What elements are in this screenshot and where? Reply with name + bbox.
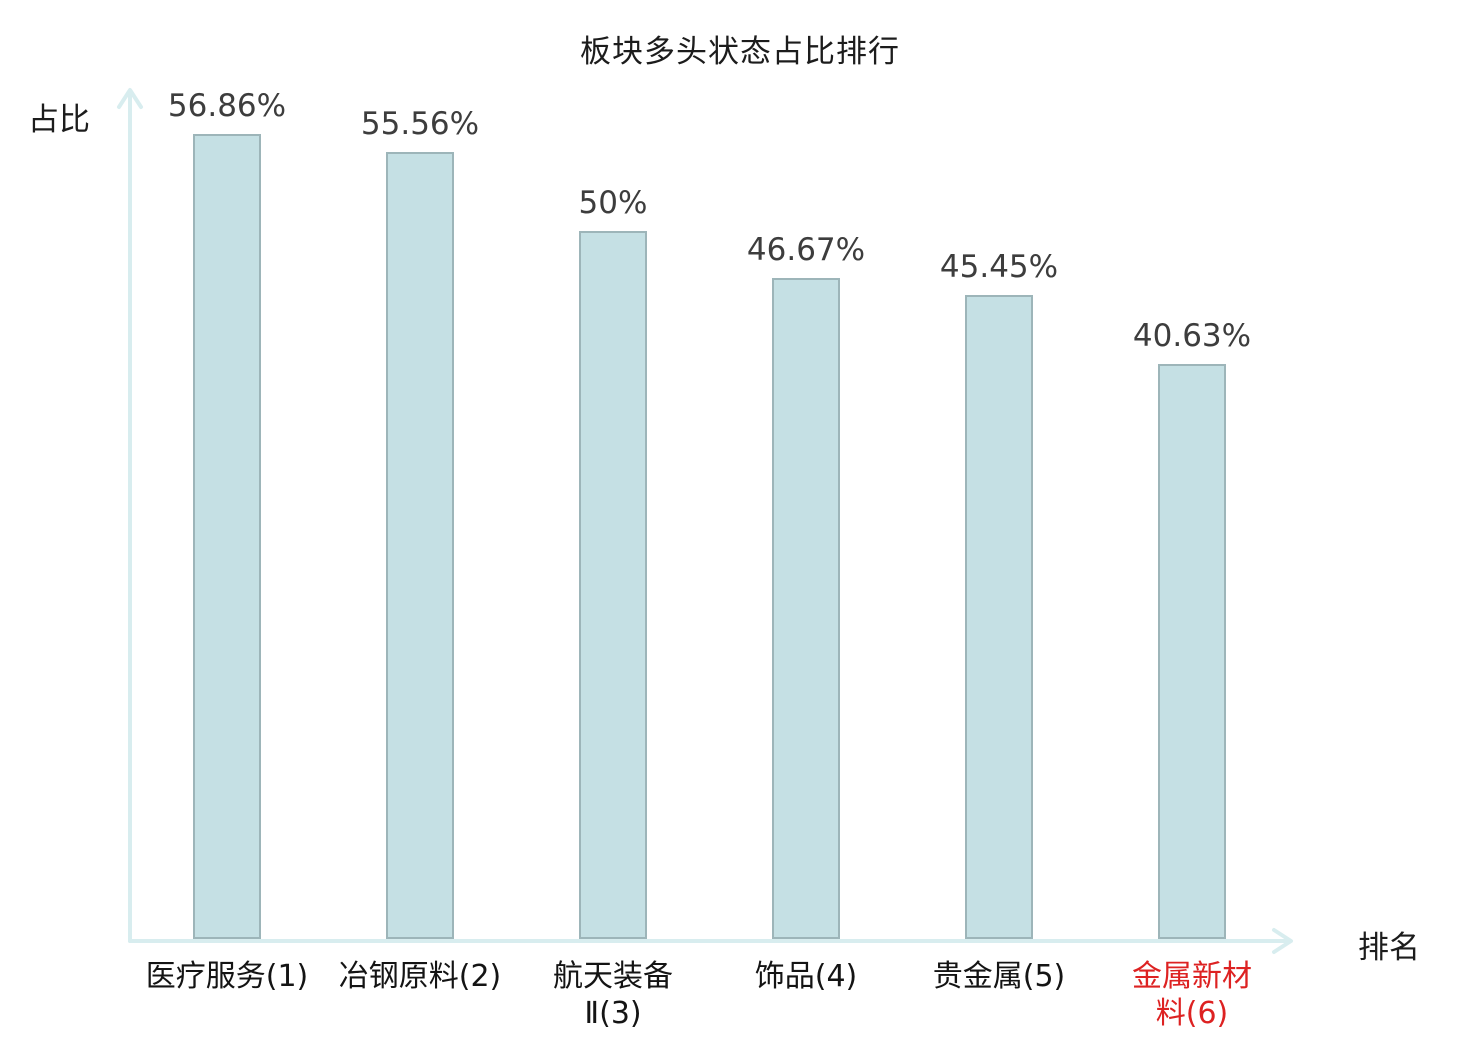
y-axis-label: 占比	[28, 102, 90, 138]
bar-value-label: 45.45%	[939, 249, 1059, 285]
bar-category-label-line: 料(6)	[1155, 996, 1229, 1031]
bar-category-label-line: 饰品(4)	[754, 959, 858, 994]
bar-category-label-line: 医疗服务(1)	[145, 959, 309, 994]
bar-category-label-line: 冶钢原料(2)	[338, 959, 502, 994]
bar-category-label-line: 贵金属(5)	[932, 959, 1066, 994]
bar-2[interactable]	[386, 152, 454, 939]
bar-6[interactable]	[1158, 364, 1226, 939]
x-axis-label: 排名	[1358, 930, 1420, 966]
x-axis-arrow-icon	[1272, 928, 1293, 954]
bar-value-label: 55.56%	[360, 106, 480, 142]
bar-5[interactable]	[965, 295, 1033, 939]
bar-4[interactable]	[772, 278, 840, 939]
chart-title: 板块多头状态占比排行	[580, 34, 900, 70]
bar-category-label: 贵金属(5)	[933, 958, 1066, 995]
bar-value-label: 40.63%	[1132, 318, 1252, 354]
bar-category-label: 饰品(4)	[755, 958, 858, 995]
bar-value-label: 50%	[578, 185, 648, 221]
y-axis-arrow-icon	[117, 88, 143, 109]
bar-1[interactable]	[193, 134, 261, 939]
bar-value-label: 46.67%	[746, 232, 866, 268]
bar-category-label: 冶钢原料(2)	[339, 958, 502, 995]
bar-category-label-line: 航天装备	[553, 959, 673, 994]
bar-category-label-line: Ⅱ(3)	[584, 996, 642, 1031]
bar-category-label: 金属新材 料(6)	[1132, 958, 1252, 1032]
bar-category-label: 航天装备 Ⅱ(3)	[553, 958, 673, 1032]
bar-category-label-line: 金属新材	[1132, 959, 1252, 994]
bar-category-label: 医疗服务(1)	[146, 958, 309, 995]
bar-value-label: 56.86%	[167, 88, 287, 124]
bar-3[interactable]	[579, 231, 647, 939]
